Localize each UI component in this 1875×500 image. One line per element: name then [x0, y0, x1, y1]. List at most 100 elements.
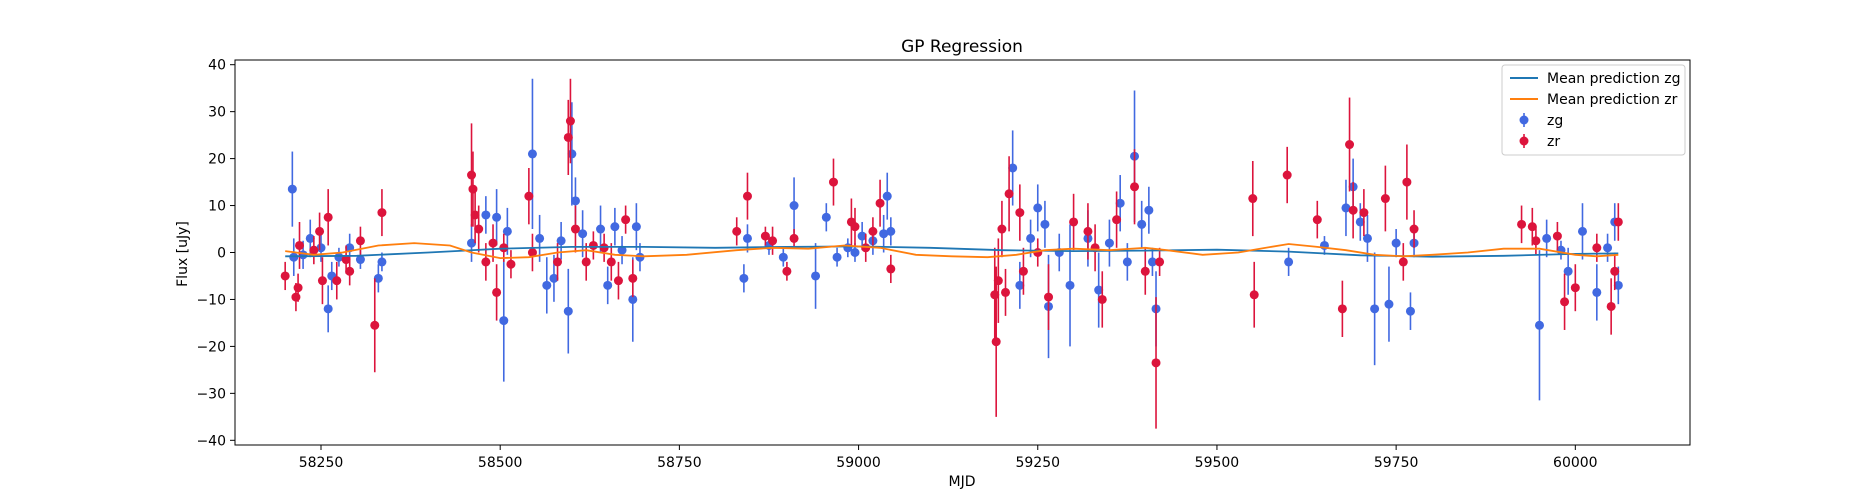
zr-point [621, 215, 631, 225]
zg-point [1147, 257, 1157, 267]
legend-entry: Mean prediction zr [1510, 92, 1678, 108]
zg-point [334, 252, 344, 262]
zg-point [1040, 219, 1050, 229]
zr-point [1151, 358, 1161, 368]
zg-point [323, 304, 333, 314]
zg-point [1592, 287, 1602, 297]
zr-point [1112, 215, 1122, 225]
zg-point [882, 191, 892, 201]
y-tick-label: 30 [208, 105, 226, 121]
zr-point [317, 276, 327, 286]
zr-point [295, 240, 305, 250]
zg-point [1341, 203, 1351, 213]
zg-point [305, 233, 315, 243]
zg-point [1033, 203, 1043, 213]
zr-point [1312, 215, 1322, 225]
zr-point [581, 257, 591, 267]
zg-point [879, 229, 889, 239]
zr-point [613, 276, 623, 286]
zg-point [857, 231, 867, 241]
zr-point [563, 132, 573, 142]
legend-label: Mean prediction zr [1547, 92, 1678, 108]
zr-point [861, 243, 871, 253]
zr-point [527, 248, 537, 257]
zg-point [563, 306, 573, 316]
zg-point [1370, 304, 1380, 314]
zr-point [293, 283, 303, 293]
legend-marker-swatch [1519, 136, 1529, 146]
zr-point [1380, 194, 1390, 204]
zg-point [492, 212, 502, 222]
zr-point [1004, 189, 1014, 199]
legend-label: zg [1547, 113, 1563, 129]
x-tick-label: 58500 [478, 455, 523, 471]
zr-point [524, 191, 534, 201]
zg-point [1094, 285, 1104, 295]
x-tick-label: 60000 [1553, 455, 1598, 471]
y-tick-label: −20 [196, 339, 226, 355]
zg-point [1026, 233, 1036, 243]
zr-point [1097, 294, 1107, 304]
y-tick-label: 40 [208, 58, 226, 74]
zr-point [1402, 177, 1412, 187]
legend-entry: Mean prediction zg [1510, 71, 1681, 87]
x-tick-label: 59500 [1195, 455, 1240, 471]
zr-point [782, 266, 792, 276]
zr-point [628, 273, 638, 283]
zr-point [742, 191, 752, 201]
zr-point [588, 240, 598, 250]
y-tick-label: −40 [196, 433, 226, 449]
zg-point [377, 257, 387, 267]
zg-point [1008, 163, 1018, 173]
y-tick-label: 0 [217, 246, 226, 262]
zg-point [289, 252, 299, 262]
zg-point [542, 280, 552, 290]
zg-point [850, 248, 860, 257]
zr-point [481, 257, 491, 267]
zr-point [1044, 292, 1054, 302]
zg-point [467, 238, 477, 248]
zg-point [355, 255, 365, 265]
y-tick-label: −30 [196, 386, 226, 402]
zr-point [1560, 297, 1570, 307]
zr-point [760, 231, 770, 241]
zg-point [1284, 257, 1294, 267]
zr-point [1359, 208, 1369, 218]
zr-point [1527, 222, 1537, 232]
zr-point [1610, 266, 1620, 276]
zr-point [1249, 290, 1259, 300]
zr-point [599, 243, 609, 253]
zr-point [332, 276, 342, 286]
zg-point [886, 226, 896, 236]
zr-point [315, 226, 325, 236]
zr-point [990, 290, 1000, 300]
zg-point [1144, 205, 1154, 215]
y-axis-label: Flux [uJy] [175, 221, 191, 287]
zr-point [1130, 182, 1140, 192]
zr-point [570, 224, 580, 234]
zr-point [789, 233, 799, 243]
zr-point [1337, 304, 1347, 314]
zr-point [997, 224, 1007, 234]
legend-label: zr [1547, 134, 1560, 150]
zr-point [309, 245, 319, 255]
zg-point [570, 196, 580, 206]
zg-point [1603, 243, 1613, 253]
zg-point [1405, 306, 1415, 316]
zr-point [323, 212, 333, 222]
zr-point [991, 337, 1001, 347]
zr-point [470, 210, 480, 220]
zg-point [287, 184, 297, 194]
legend-entry: zr [1519, 134, 1560, 150]
x-tick-label: 58750 [657, 455, 702, 471]
y-tick-label: 10 [208, 199, 226, 215]
zr-point [1155, 257, 1165, 267]
zr-point [868, 226, 878, 236]
zr-point [1409, 224, 1419, 234]
zg-point [549, 273, 559, 283]
zr-point [1015, 208, 1025, 218]
legend-marker-swatch [1519, 115, 1529, 125]
zg-point [1577, 226, 1587, 236]
zr-point [1140, 266, 1150, 276]
